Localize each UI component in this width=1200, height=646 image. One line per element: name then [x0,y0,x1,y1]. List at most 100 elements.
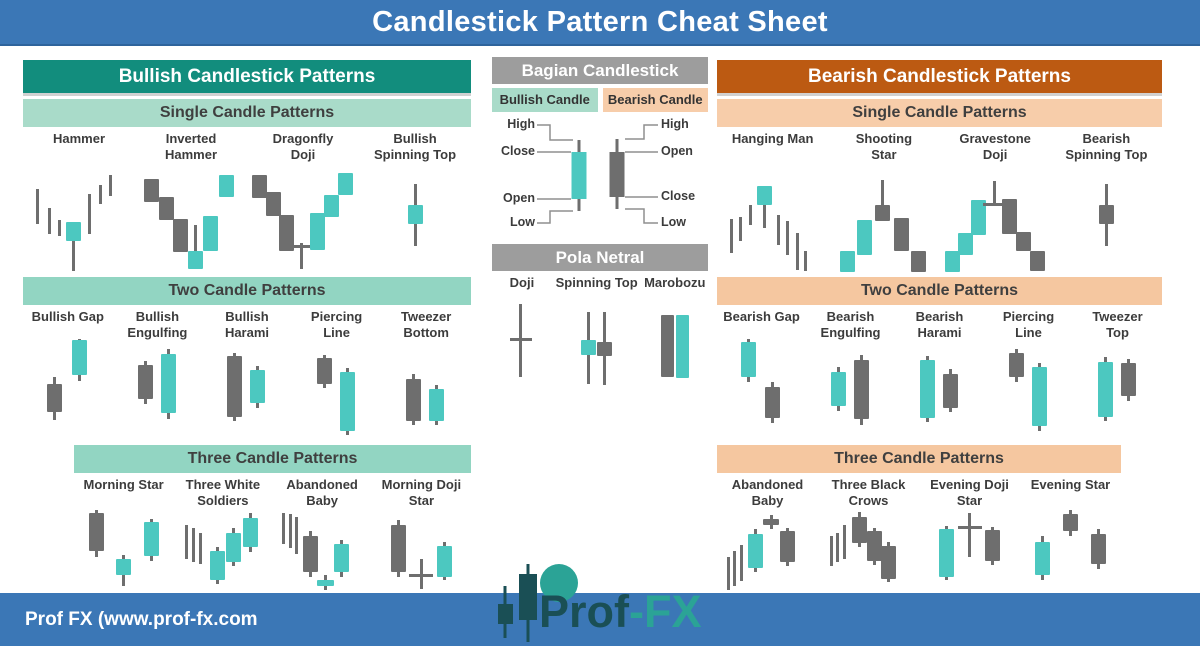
pattern-chart [1055,167,1157,273]
pattern-chart [944,167,1046,273]
pattern-row: Hammer Inverted Hammer Dragonfly Doji Bulli… [23,131,471,273]
pattern-label: Bearish Spinning Top [1065,131,1148,163]
candle-body-bullish [747,533,763,569]
candle-body-bearish [881,546,897,579]
price-line [282,512,286,545]
pattern-chart [27,167,130,273]
price-line [730,218,734,253]
bullish-header: Bullish Candlestick Patterns [23,60,471,93]
anatomy-connector-line [537,210,573,224]
prof-fx-logo: Prof-FX [498,564,702,642]
pattern-label: Three Black Crows [831,477,906,509]
anatomy-connector-line [537,124,573,141]
pattern-marobozu: Marobozu [642,275,708,409]
anatomy-label-bearish-open: Open [661,144,693,158]
pattern-tweezer-top: Tweezer Top [1073,309,1162,436]
candle-body-bearish [316,358,332,384]
pattern-label: Dragonfly Doji [272,131,334,163]
candle-body-bullish [324,194,340,217]
pattern-bullish-spinning-top: Bullish Spinning Top [359,131,471,273]
candle-anatomy-diagram: High Close Open Low High Open Close Low [492,116,708,244]
pattern-chart [177,510,268,598]
anatomy-label-bullish-high: High [507,117,535,131]
pattern-chart [27,339,109,436]
candle-wick [193,225,197,251]
pattern-chart [833,167,935,273]
candle-body-bearish [985,530,1001,562]
neutral-patterns-row: Doji Spinning Top Marobozu [492,275,708,409]
pattern-chart [376,510,467,598]
pattern-label: Bullish Gap [31,309,104,324]
bullish-panel: Bullish Candlestick Patterns Single Cand… [23,57,471,602]
price-line [803,250,807,271]
candle-body-bullish [309,212,325,250]
bearish-sections: Single Candle Patterns Hanging Man Shootin… [717,99,1162,598]
pattern-piercing-line: Piercing Line [984,309,1073,436]
anatomy-label-bullish-close: Close [500,144,535,158]
candle-body-bullish [944,250,960,272]
bullish-sections: Single Candle Patterns Hammer Inverted Ham… [23,99,471,598]
pattern-chart [810,339,892,436]
doji-crossbar [409,573,434,577]
price-line [786,221,790,255]
section-header-bullish-single-candle-patterns: Single Candle Patterns [23,99,471,127]
pattern-abandoned-baby: Abandoned Baby [717,477,818,598]
candle-body-bullish [187,250,203,269]
pattern-bullish-gap: Bullish Gap [23,309,113,436]
pattern-morning-doji-star: Morning Doji Star [372,477,471,598]
candle-body-bullish [66,222,82,242]
candle-body-bullish [407,205,423,225]
anatomy-bullish-candle [571,152,587,199]
candle-wick [881,179,885,206]
price-line [99,185,103,205]
pattern-label: Piercing Line [1002,309,1055,341]
pattern-chart [721,339,803,436]
pattern-row: Morning Star Three White Soldiers Abandone… [74,477,471,598]
pattern-label: Abandoned Baby [286,477,358,509]
pattern-chart [721,167,823,273]
pattern-hammer: Hammer [23,131,135,273]
pattern-bearish-gap: Bearish Gap [717,309,806,436]
pattern-hanging-man: Hanging Man [717,131,828,273]
pattern-label: Spinning Top [555,275,638,290]
pattern-label: Morning Star [83,477,164,492]
candle-body-bearish [1016,231,1032,251]
candle-body-bullish [740,341,756,377]
candle-body-bullish [436,546,452,577]
pattern-label: Evening Star [1030,477,1111,492]
pattern-bullish-harami: Bullish Harami [202,309,292,436]
pattern-bullish-engulfing: Bullish Engulfing [113,309,203,436]
pattern-tweezer-bottom: Tweezer Bottom [381,309,471,436]
pattern-chart [555,297,638,409]
section-header-bullish-two-candle-patterns: Two Candle Patterns [23,277,471,305]
doji-crossbar [290,245,313,248]
pattern-label: Doji [509,275,535,290]
price-line [87,193,91,234]
candle-body-bearish [88,512,104,552]
candle-body-bullish [203,215,219,251]
anatomy-connector-line [625,208,658,224]
pattern-chart [295,339,377,436]
pattern-chart [206,339,288,436]
pattern-label: Shooting Star [855,131,913,163]
pattern-label: Bullish Spinning Top [373,131,457,163]
bearish-candle-chip: Bearish Candle [602,88,708,112]
pattern-chart [923,510,1016,598]
logo-text: Prof-FX [539,586,702,637]
candle-body-bullish [71,339,87,375]
candle-body-bullish [160,353,176,413]
doji-crossbar [509,338,532,342]
anatomy-label-bearish-high: High [661,117,689,131]
candle-body-bullish [317,579,335,586]
pattern-doji: Doji [492,275,552,409]
price-line [777,214,781,246]
candle-body-bearish [391,524,407,572]
candle-body-bearish [942,373,958,408]
candle-body-bearish [1001,198,1017,234]
candle-body-bullish [830,371,846,406]
candle-wick [968,512,971,557]
pattern-label: Gravestone Doji [959,131,1031,163]
candle-body-bearish [252,175,268,198]
pattern-chart [276,510,367,598]
